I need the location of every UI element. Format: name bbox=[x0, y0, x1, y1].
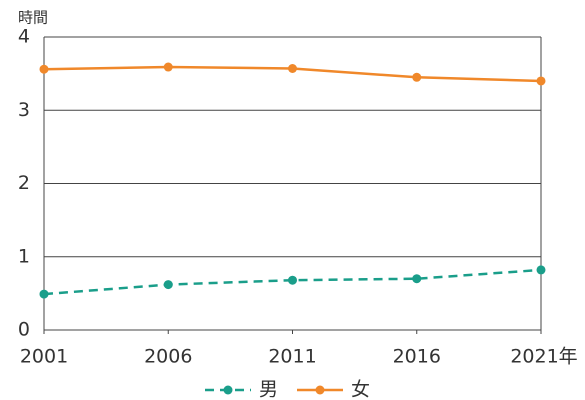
y-tick-label: 4 bbox=[18, 26, 30, 48]
y-tick-label: 3 bbox=[18, 99, 30, 121]
legend-marker bbox=[223, 385, 233, 395]
point bbox=[288, 275, 297, 285]
y-tick-label: 0 bbox=[18, 319, 30, 341]
legend-label: 女 bbox=[351, 379, 370, 400]
x-tick-label: 2011 bbox=[268, 346, 316, 368]
point bbox=[39, 64, 49, 74]
point bbox=[163, 280, 173, 290]
point bbox=[288, 63, 297, 73]
point bbox=[39, 289, 49, 299]
point bbox=[536, 265, 546, 275]
x-tick-label: 2016 bbox=[393, 346, 441, 368]
x-tick-label: 2001 bbox=[20, 346, 68, 368]
point bbox=[412, 72, 422, 82]
legend-marker bbox=[315, 385, 325, 395]
x-tick-label: 2021年 bbox=[510, 346, 577, 368]
y-tick-label: 1 bbox=[18, 245, 30, 267]
y-unit-label: 時間 bbox=[18, 9, 48, 27]
legend-label: 男 bbox=[259, 379, 278, 400]
x-tick-label: 2006 bbox=[144, 346, 192, 368]
point bbox=[536, 76, 546, 86]
point bbox=[163, 62, 173, 72]
point bbox=[412, 274, 422, 284]
y-tick-label: 2 bbox=[18, 172, 30, 194]
